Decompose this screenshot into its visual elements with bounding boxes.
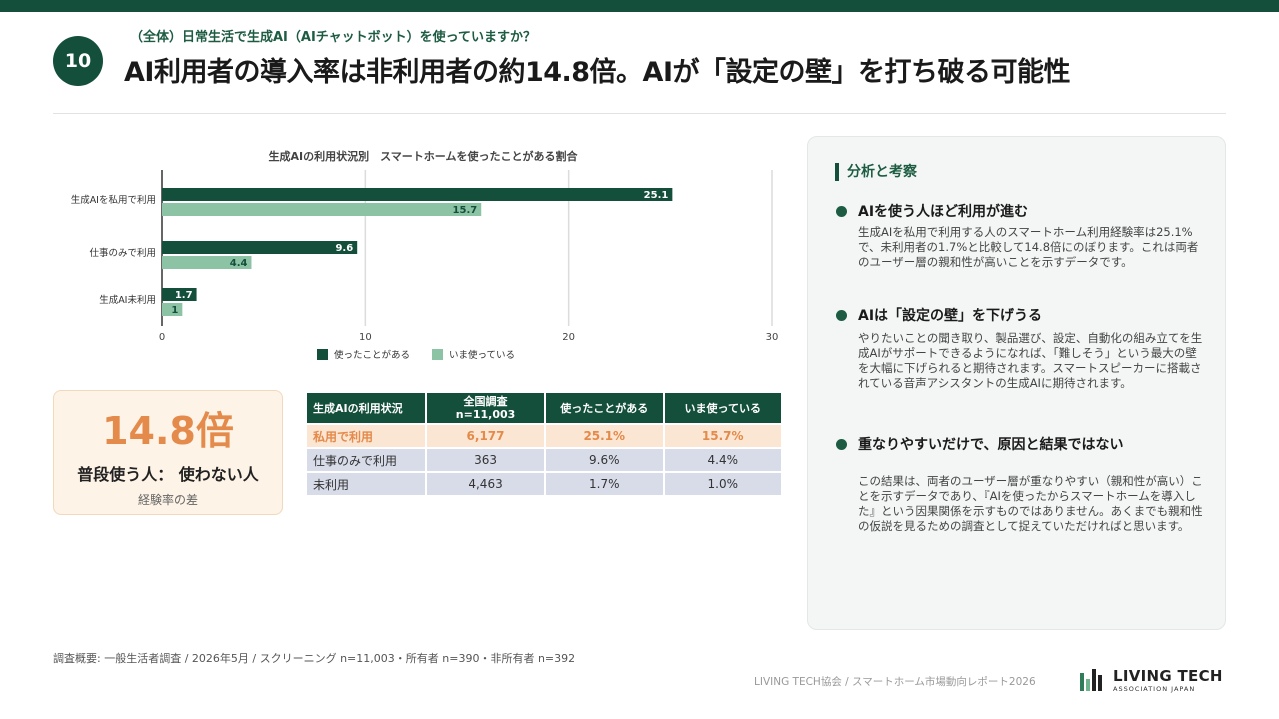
x-tick-label: 10 bbox=[359, 332, 372, 343]
logo-subtext: ASSOCIATION JAPAN bbox=[1113, 685, 1196, 693]
table-header: 使ったことがある bbox=[546, 393, 663, 423]
logo-text: LIVING TECH bbox=[1113, 667, 1223, 685]
data-label: 15.7 bbox=[453, 205, 478, 216]
bar bbox=[162, 288, 197, 301]
table-cell: 未利用 bbox=[307, 473, 426, 495]
table-cell: 4,463 bbox=[427, 473, 545, 495]
heading-text: AIは「設定の壁」を下げうる bbox=[858, 308, 1043, 324]
header-divider bbox=[53, 113, 1226, 114]
bar bbox=[162, 188, 673, 201]
bar bbox=[162, 256, 252, 269]
table-cell: 1.0% bbox=[664, 473, 781, 495]
table-row: 私用で利用 6,177 25.1% 15.7% bbox=[307, 425, 781, 447]
data-label: 1 bbox=[171, 305, 178, 316]
category-label: 仕事のみで利用 bbox=[89, 247, 156, 259]
table-cell: 仕事のみで利用 bbox=[307, 449, 426, 471]
legend-label: いま使っている bbox=[449, 349, 515, 361]
analysis-point-heading: AIは「設定の壁」を下げうる bbox=[836, 305, 1042, 325]
table-header: 全国調査 n=11,003 bbox=[427, 393, 545, 423]
table-row: 未利用 4,463 1.7% 1.0% bbox=[307, 473, 781, 495]
kpi-card: 14.8倍 普段使う人： 使わない人 経験率の差 bbox=[53, 390, 283, 515]
analysis-point-body: 生成AIを私用で利用する人のスマートホーム利用経験率は25.1%で、未利用者の1… bbox=[858, 225, 1199, 269]
slide-number: 10 bbox=[64, 50, 92, 72]
kpi-value: 14.8倍 bbox=[102, 409, 234, 453]
kpi-label: 普段使う人： 使わない人 bbox=[77, 465, 259, 484]
bar bbox=[162, 303, 183, 316]
data-label: 4.4 bbox=[230, 258, 248, 269]
organization-credit: LIVING TECH協会 / スマートホーム市場動向レポート2026 bbox=[754, 676, 1036, 688]
table-cell: 4.4% bbox=[664, 449, 781, 471]
slide-number-badge: 10 bbox=[53, 36, 103, 86]
data-label: 9.6 bbox=[335, 243, 353, 254]
chart-title: 生成AIの利用状況別 スマートホームを使ったことがある割合 bbox=[269, 149, 579, 163]
table-cell: 6,177 bbox=[427, 425, 545, 447]
logo-mark-icon bbox=[1080, 669, 1102, 691]
table-cell: 1.7% bbox=[546, 473, 663, 495]
heading-text: 重なりやすいだけで、原因と結果ではない bbox=[858, 437, 1124, 453]
data-label: 1.7 bbox=[175, 290, 193, 301]
legend-label: 使ったことがある bbox=[334, 349, 410, 361]
table-cell: 363 bbox=[427, 449, 545, 471]
data-label: 25.1 bbox=[644, 190, 669, 201]
x-tick-label: 0 bbox=[159, 332, 165, 343]
category-label: 生成AIを私用で利用 bbox=[71, 194, 156, 206]
analysis-point-heading: 重なりやすいだけで、原因と結果ではない bbox=[836, 434, 1123, 454]
source-note: 調査概要: 一般生活者調査 / 2026年5月 / スクリーニング n=11,0… bbox=[53, 652, 576, 665]
table-cell: 25.1% bbox=[546, 425, 663, 447]
legend-swatch bbox=[317, 349, 328, 360]
analysis-panel: 分析と考察 AIを使う人ほど利用が進む 生成AIを私用で利用する人のスマートホー… bbox=[807, 136, 1226, 630]
bullet-dot-icon bbox=[836, 206, 847, 217]
analysis-title: 分析と考察 bbox=[835, 163, 917, 181]
bar-chart: 生成AIの利用状況別 スマートホームを使ったことがある割合 0 10 20 30 生成AI… bbox=[71, 149, 779, 361]
table-header: 生成AIの利用状況 bbox=[307, 393, 426, 423]
page-subtitle: （全体）日常生活で生成AI（AIチャットボット）を使っていますか？ bbox=[130, 30, 537, 45]
legend-swatch bbox=[432, 349, 443, 360]
table-header: いま使っている bbox=[664, 393, 781, 423]
bullet-dot-icon bbox=[836, 310, 847, 321]
bar bbox=[162, 241, 358, 254]
organization-logo: LIVING TECH ASSOCIATION JAPAN bbox=[1080, 667, 1223, 695]
top-accent-bar bbox=[0, 0, 1279, 12]
heading-text: AIを使う人ほど利用が進む bbox=[858, 204, 1029, 220]
table-cell: 9.6% bbox=[546, 449, 663, 471]
analysis-point-body: この結果は、両者のユーザー層が重なりやすい（親和性が高い）ことを示すデータであり… bbox=[858, 474, 1203, 533]
analysis-point-heading: AIを使う人ほど利用が進む bbox=[836, 201, 1028, 221]
table-row: 仕事のみで利用 363 9.6% 4.4% bbox=[307, 449, 781, 471]
x-tick-label: 20 bbox=[562, 332, 575, 343]
table-header-line: 全国調査 n=11,003 bbox=[455, 395, 516, 421]
page-title: AI利用者の導入率は非利用者の約14.8倍。AIが「設定の壁」を打ち破る可能性 bbox=[124, 57, 1071, 88]
table-cell: 私用で利用 bbox=[307, 425, 426, 447]
x-tick-label: 30 bbox=[766, 332, 779, 343]
table-header-row: 生成AIの利用状況 全国調査 n=11,003 使ったことがある いま使っている bbox=[307, 393, 781, 423]
category-label: 生成AI未利用 bbox=[99, 294, 156, 306]
kpi-note: 経験率の差 bbox=[137, 493, 198, 507]
bar bbox=[162, 203, 482, 216]
data-table: 生成AIの利用状況 全国調査 n=11,003 使ったことがある いま使っている… bbox=[305, 391, 783, 497]
analysis-point-body: やりたいことの聞き取り、製品選び、設定、自動化の組み立てを生成AIがサポートでき… bbox=[858, 331, 1203, 390]
bullet-dot-icon bbox=[836, 439, 847, 450]
table-cell: 15.7% bbox=[664, 425, 781, 447]
